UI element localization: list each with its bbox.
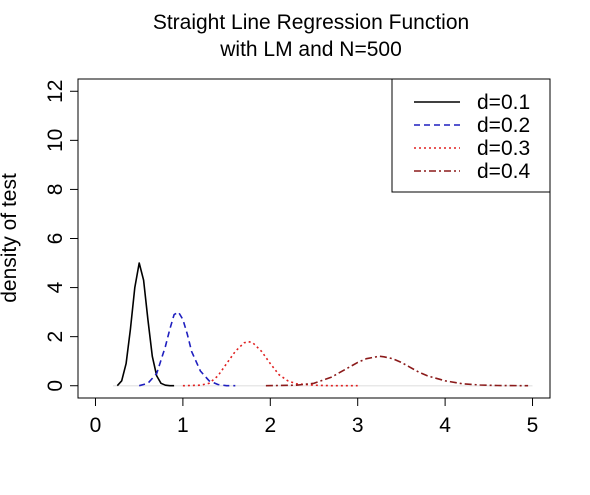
y-tick-label: 4 xyxy=(44,281,67,293)
y-tick-label: 12 xyxy=(44,80,67,103)
legend-label: d=0.1 xyxy=(477,91,530,114)
legend-box xyxy=(391,78,551,193)
x-tick-label: 2 xyxy=(264,414,276,437)
y-tick-label: 0 xyxy=(44,380,67,392)
series-line-d-0-3 xyxy=(182,340,358,387)
series-line-d-0-2 xyxy=(138,311,236,387)
x-tick-label: 3 xyxy=(352,414,364,437)
chart-title-line-2: with LM and N=500 xyxy=(219,38,402,61)
chart-title-line-1: Straight Line Regression Function xyxy=(153,11,469,34)
x-tick-label: 1 xyxy=(177,414,189,437)
y-tick-label: 10 xyxy=(44,129,67,152)
x-tick-label: 0 xyxy=(90,414,102,437)
legend-label: d=0.2 xyxy=(477,114,530,137)
legend-label: d=0.4 xyxy=(477,160,530,183)
chart-title: Straight Line Regression Function with L… xyxy=(153,11,469,61)
y-axis-label: density of test xyxy=(0,173,21,303)
y-tick-label: 2 xyxy=(44,331,67,343)
x-tick-label: 5 xyxy=(527,414,539,437)
series-line-d-0-4 xyxy=(265,355,529,387)
y-axis: 0 2 4 6 8 10 12 xyxy=(44,80,79,392)
x-tick-label: 4 xyxy=(439,414,451,437)
series-line-d-0-1 xyxy=(116,262,175,387)
legend: d=0.1d=0.2d=0.3d=0.4 xyxy=(391,78,551,193)
y-tick-label: 8 xyxy=(44,184,67,196)
series-layer xyxy=(116,262,529,387)
legend-label: d=0.3 xyxy=(477,137,530,160)
y-tick-label: 6 xyxy=(44,233,67,245)
x-axis: 0 1 2 3 4 5 xyxy=(90,397,539,437)
